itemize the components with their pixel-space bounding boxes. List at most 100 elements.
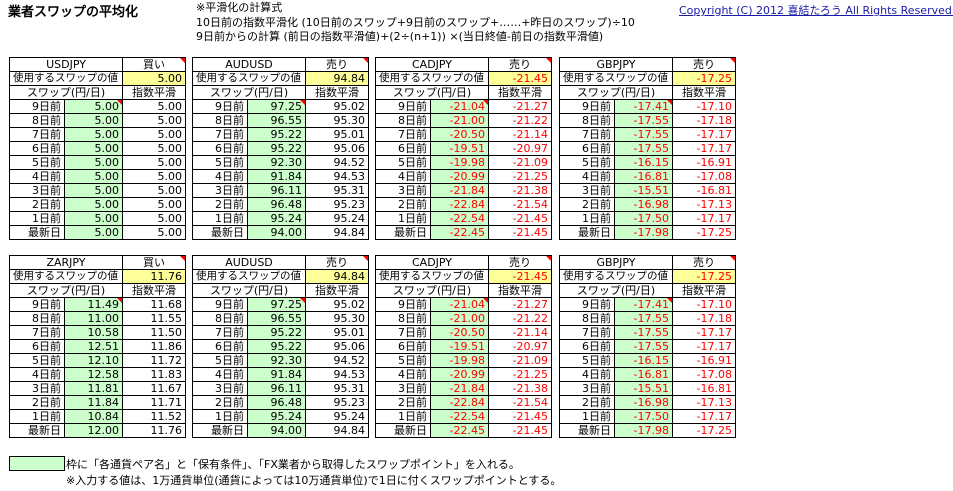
- swap-input-cell[interactable]: 5.00: [63, 197, 124, 212]
- table-row: 4日前 -16.81 -17.08: [559, 169, 736, 184]
- swap-input-cell[interactable]: 96.11: [247, 381, 306, 396]
- swap-input-cell[interactable]: -20.99: [430, 367, 489, 382]
- swap-input-cell[interactable]: 5.00: [63, 183, 124, 198]
- swap-input-cell[interactable]: -17.50: [614, 409, 673, 424]
- swap-input-cell[interactable]: 12.00: [64, 423, 123, 438]
- currency-pair-cell[interactable]: USDJPY: [8, 57, 124, 72]
- swap-input-cell[interactable]: -20.50: [430, 127, 489, 142]
- swap-input-cell[interactable]: 5.00: [63, 169, 124, 184]
- swap-input-cell[interactable]: 5.00: [63, 155, 124, 170]
- swap-input-cell[interactable]: -17.55: [614, 127, 673, 142]
- swap-input-cell[interactable]: -15.51: [614, 381, 673, 396]
- swap-input-cell[interactable]: -16.15: [614, 353, 673, 368]
- currency-pair-cell[interactable]: CADJPY: [375, 255, 489, 270]
- swap-input-cell[interactable]: -17.98: [614, 423, 673, 438]
- swap-input-cell[interactable]: -17.55: [614, 339, 673, 354]
- position-side-cell[interactable]: 買い: [122, 255, 186, 270]
- swap-input-cell[interactable]: -22.54: [430, 211, 489, 226]
- swap-input-cell[interactable]: 92.30: [247, 353, 306, 368]
- swap-input-cell[interactable]: -22.84: [430, 197, 489, 212]
- swap-input-cell[interactable]: 96.11: [247, 183, 306, 198]
- swap-input-cell[interactable]: -17.55: [614, 325, 673, 340]
- swap-input-cell[interactable]: 11.00: [64, 311, 123, 326]
- swap-input-cell[interactable]: -22.84: [430, 395, 489, 410]
- swap-input-cell[interactable]: 11.81: [64, 381, 123, 396]
- swap-input-cell[interactable]: -19.51: [430, 339, 489, 354]
- swap-input-cell[interactable]: 10.58: [64, 325, 123, 340]
- swap-input-cell[interactable]: -20.99: [430, 169, 489, 184]
- swap-input-cell[interactable]: 91.84: [247, 169, 306, 184]
- swap-input-cell[interactable]: 11.84: [64, 395, 123, 410]
- swap-input-cell[interactable]: 5.00: [63, 211, 124, 226]
- currency-pair-cell[interactable]: GBPJPY: [559, 255, 673, 270]
- swap-input-cell[interactable]: 5.00: [63, 127, 124, 142]
- swap-input-cell[interactable]: -17.55: [614, 141, 673, 156]
- swap-input-cell[interactable]: 12.51: [64, 339, 123, 354]
- swap-input-cell[interactable]: 95.22: [247, 325, 306, 340]
- swap-input-cell[interactable]: 92.30: [247, 155, 306, 170]
- currency-pair-cell[interactable]: AUDUSD: [192, 57, 306, 72]
- swap-input-cell[interactable]: 5.00: [63, 225, 124, 240]
- swap-input-cell[interactable]: 5.00: [63, 141, 124, 156]
- swap-input-cell[interactable]: -21.84: [430, 183, 489, 198]
- swap-input-cell[interactable]: -21.00: [430, 113, 489, 128]
- position-side-cell[interactable]: 売り: [488, 57, 552, 72]
- swap-input-cell[interactable]: 91.84: [247, 367, 306, 382]
- currency-pair-cell[interactable]: CADJPY: [375, 57, 489, 72]
- swap-input-cell[interactable]: -19.98: [430, 353, 489, 368]
- swap-input-cell[interactable]: 97.25: [247, 99, 306, 114]
- swap-input-cell[interactable]: 12.10: [64, 353, 123, 368]
- swap-input-cell[interactable]: 11.49: [64, 297, 123, 312]
- swap-input-cell[interactable]: 95.24: [247, 409, 306, 424]
- swap-input-cell[interactable]: -17.55: [614, 311, 673, 326]
- swap-input-cell[interactable]: 96.55: [247, 311, 306, 326]
- position-side-cell[interactable]: 売り: [488, 255, 552, 270]
- swap-input-cell[interactable]: 96.48: [247, 197, 306, 212]
- swap-input-cell[interactable]: -22.54: [430, 409, 489, 424]
- position-side-cell[interactable]: 売り: [305, 57, 369, 72]
- swap-input-cell[interactable]: 94.00: [247, 423, 306, 438]
- position-side-cell[interactable]: 売り: [305, 255, 369, 270]
- swap-input-cell[interactable]: -16.98: [614, 395, 673, 410]
- swap-input-cell[interactable]: -22.45: [430, 225, 489, 240]
- swap-input-cell[interactable]: -19.98: [430, 155, 489, 170]
- swap-input-cell[interactable]: -21.00: [430, 311, 489, 326]
- swap-input-cell[interactable]: -16.81: [614, 367, 673, 382]
- swap-input-cell[interactable]: -17.50: [614, 211, 673, 226]
- swap-input-cell[interactable]: 5.00: [63, 113, 124, 128]
- swap-input-cell[interactable]: -17.55: [614, 113, 673, 128]
- swap-input-cell[interactable]: -21.04: [430, 99, 489, 114]
- swap-input-cell[interactable]: -17.41: [614, 99, 673, 114]
- position-side-cell[interactable]: 買い: [122, 57, 187, 72]
- swap-input-cell[interactable]: 97.25: [247, 297, 306, 312]
- currency-pair-cell[interactable]: ZARJPY: [9, 255, 123, 270]
- currency-pair-cell[interactable]: AUDUSD: [192, 255, 306, 270]
- position-side-cell[interactable]: 売り: [672, 57, 736, 72]
- swap-input-cell[interactable]: 5.00: [63, 99, 124, 114]
- swap-input-cell[interactable]: 95.24: [247, 211, 306, 226]
- swap-input-cell[interactable]: 94.00: [247, 225, 306, 240]
- swap-input-cell[interactable]: -15.51: [614, 183, 673, 198]
- position-side-cell[interactable]: 売り: [672, 255, 736, 270]
- swap-input-cell[interactable]: -16.98: [614, 197, 673, 212]
- swap-input-cell[interactable]: -22.45: [430, 423, 489, 438]
- swap-input-cell[interactable]: 96.55: [247, 113, 306, 128]
- smoothed-value-cell: -21.14: [488, 127, 552, 142]
- currency-pair-cell[interactable]: GBPJPY: [559, 57, 673, 72]
- copyright-link[interactable]: Copyright (C) 2012 喜結たろう All Rights Rese…: [679, 4, 953, 17]
- swap-input-cell[interactable]: 10.84: [64, 409, 123, 424]
- swap-input-cell[interactable]: 12.58: [64, 367, 123, 382]
- swap-input-cell[interactable]: -20.50: [430, 325, 489, 340]
- swap-input-cell[interactable]: -21.04: [430, 297, 489, 312]
- swap-input-cell[interactable]: -21.84: [430, 381, 489, 396]
- swap-input-cell[interactable]: 95.22: [247, 339, 306, 354]
- swap-input-cell[interactable]: 95.22: [247, 141, 306, 156]
- swap-input-cell[interactable]: -19.51: [430, 141, 489, 156]
- swap-input-cell[interactable]: -16.15: [614, 155, 673, 170]
- swap-input-cell[interactable]: 96.48: [247, 395, 306, 410]
- swap-input-cell[interactable]: 95.22: [247, 127, 306, 142]
- swap-input-cell[interactable]: -17.41: [614, 297, 673, 312]
- swap-input-cell[interactable]: -16.81: [614, 169, 673, 184]
- swap-input-cell[interactable]: -17.98: [614, 225, 673, 240]
- smoothed-value-cell: -17.08: [672, 169, 736, 184]
